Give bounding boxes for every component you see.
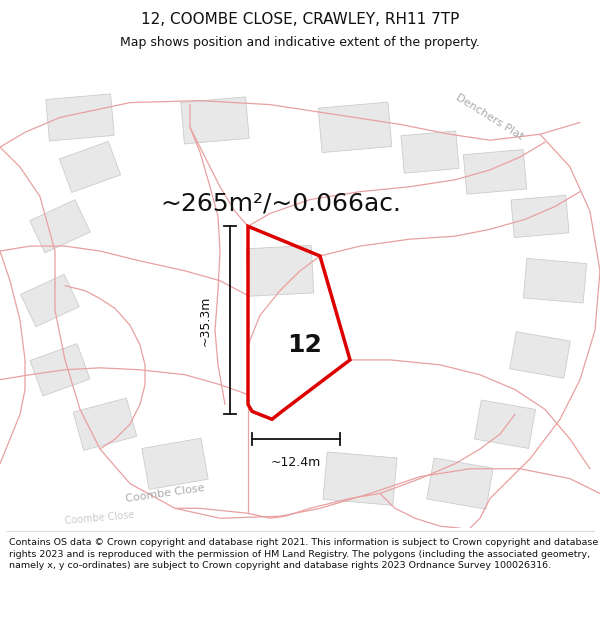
Text: ~35.3m: ~35.3m bbox=[199, 295, 212, 346]
Bar bbox=[30, 200, 90, 253]
Text: 12: 12 bbox=[287, 333, 322, 357]
Text: ~12.4m: ~12.4m bbox=[271, 456, 321, 469]
Bar bbox=[73, 398, 137, 451]
Bar bbox=[318, 102, 392, 152]
Bar bbox=[181, 97, 249, 144]
Bar bbox=[20, 274, 79, 327]
Text: Contains OS data © Crown copyright and database right 2021. This information is : Contains OS data © Crown copyright and d… bbox=[9, 538, 598, 571]
Bar bbox=[30, 344, 90, 396]
Bar bbox=[509, 332, 571, 378]
Bar bbox=[475, 400, 536, 448]
Bar bbox=[427, 458, 493, 509]
Text: Coombe Close: Coombe Close bbox=[65, 510, 135, 526]
Bar bbox=[511, 195, 569, 238]
Bar bbox=[46, 94, 114, 141]
Bar bbox=[523, 258, 587, 303]
Text: 12, COOMBE CLOSE, CRAWLEY, RH11 7TP: 12, COOMBE CLOSE, CRAWLEY, RH11 7TP bbox=[141, 12, 459, 27]
Bar bbox=[401, 131, 459, 173]
Bar bbox=[59, 141, 121, 192]
Text: Map shows position and indicative extent of the property.: Map shows position and indicative extent… bbox=[120, 36, 480, 49]
Text: ~265m²/~0.066ac.: ~265m²/~0.066ac. bbox=[160, 192, 401, 216]
Text: Denchers Plat: Denchers Plat bbox=[454, 92, 526, 142]
Text: Coombe Close: Coombe Close bbox=[125, 483, 205, 504]
Bar bbox=[246, 246, 314, 296]
Bar bbox=[463, 149, 527, 194]
Bar bbox=[142, 438, 208, 489]
Bar bbox=[323, 452, 397, 506]
